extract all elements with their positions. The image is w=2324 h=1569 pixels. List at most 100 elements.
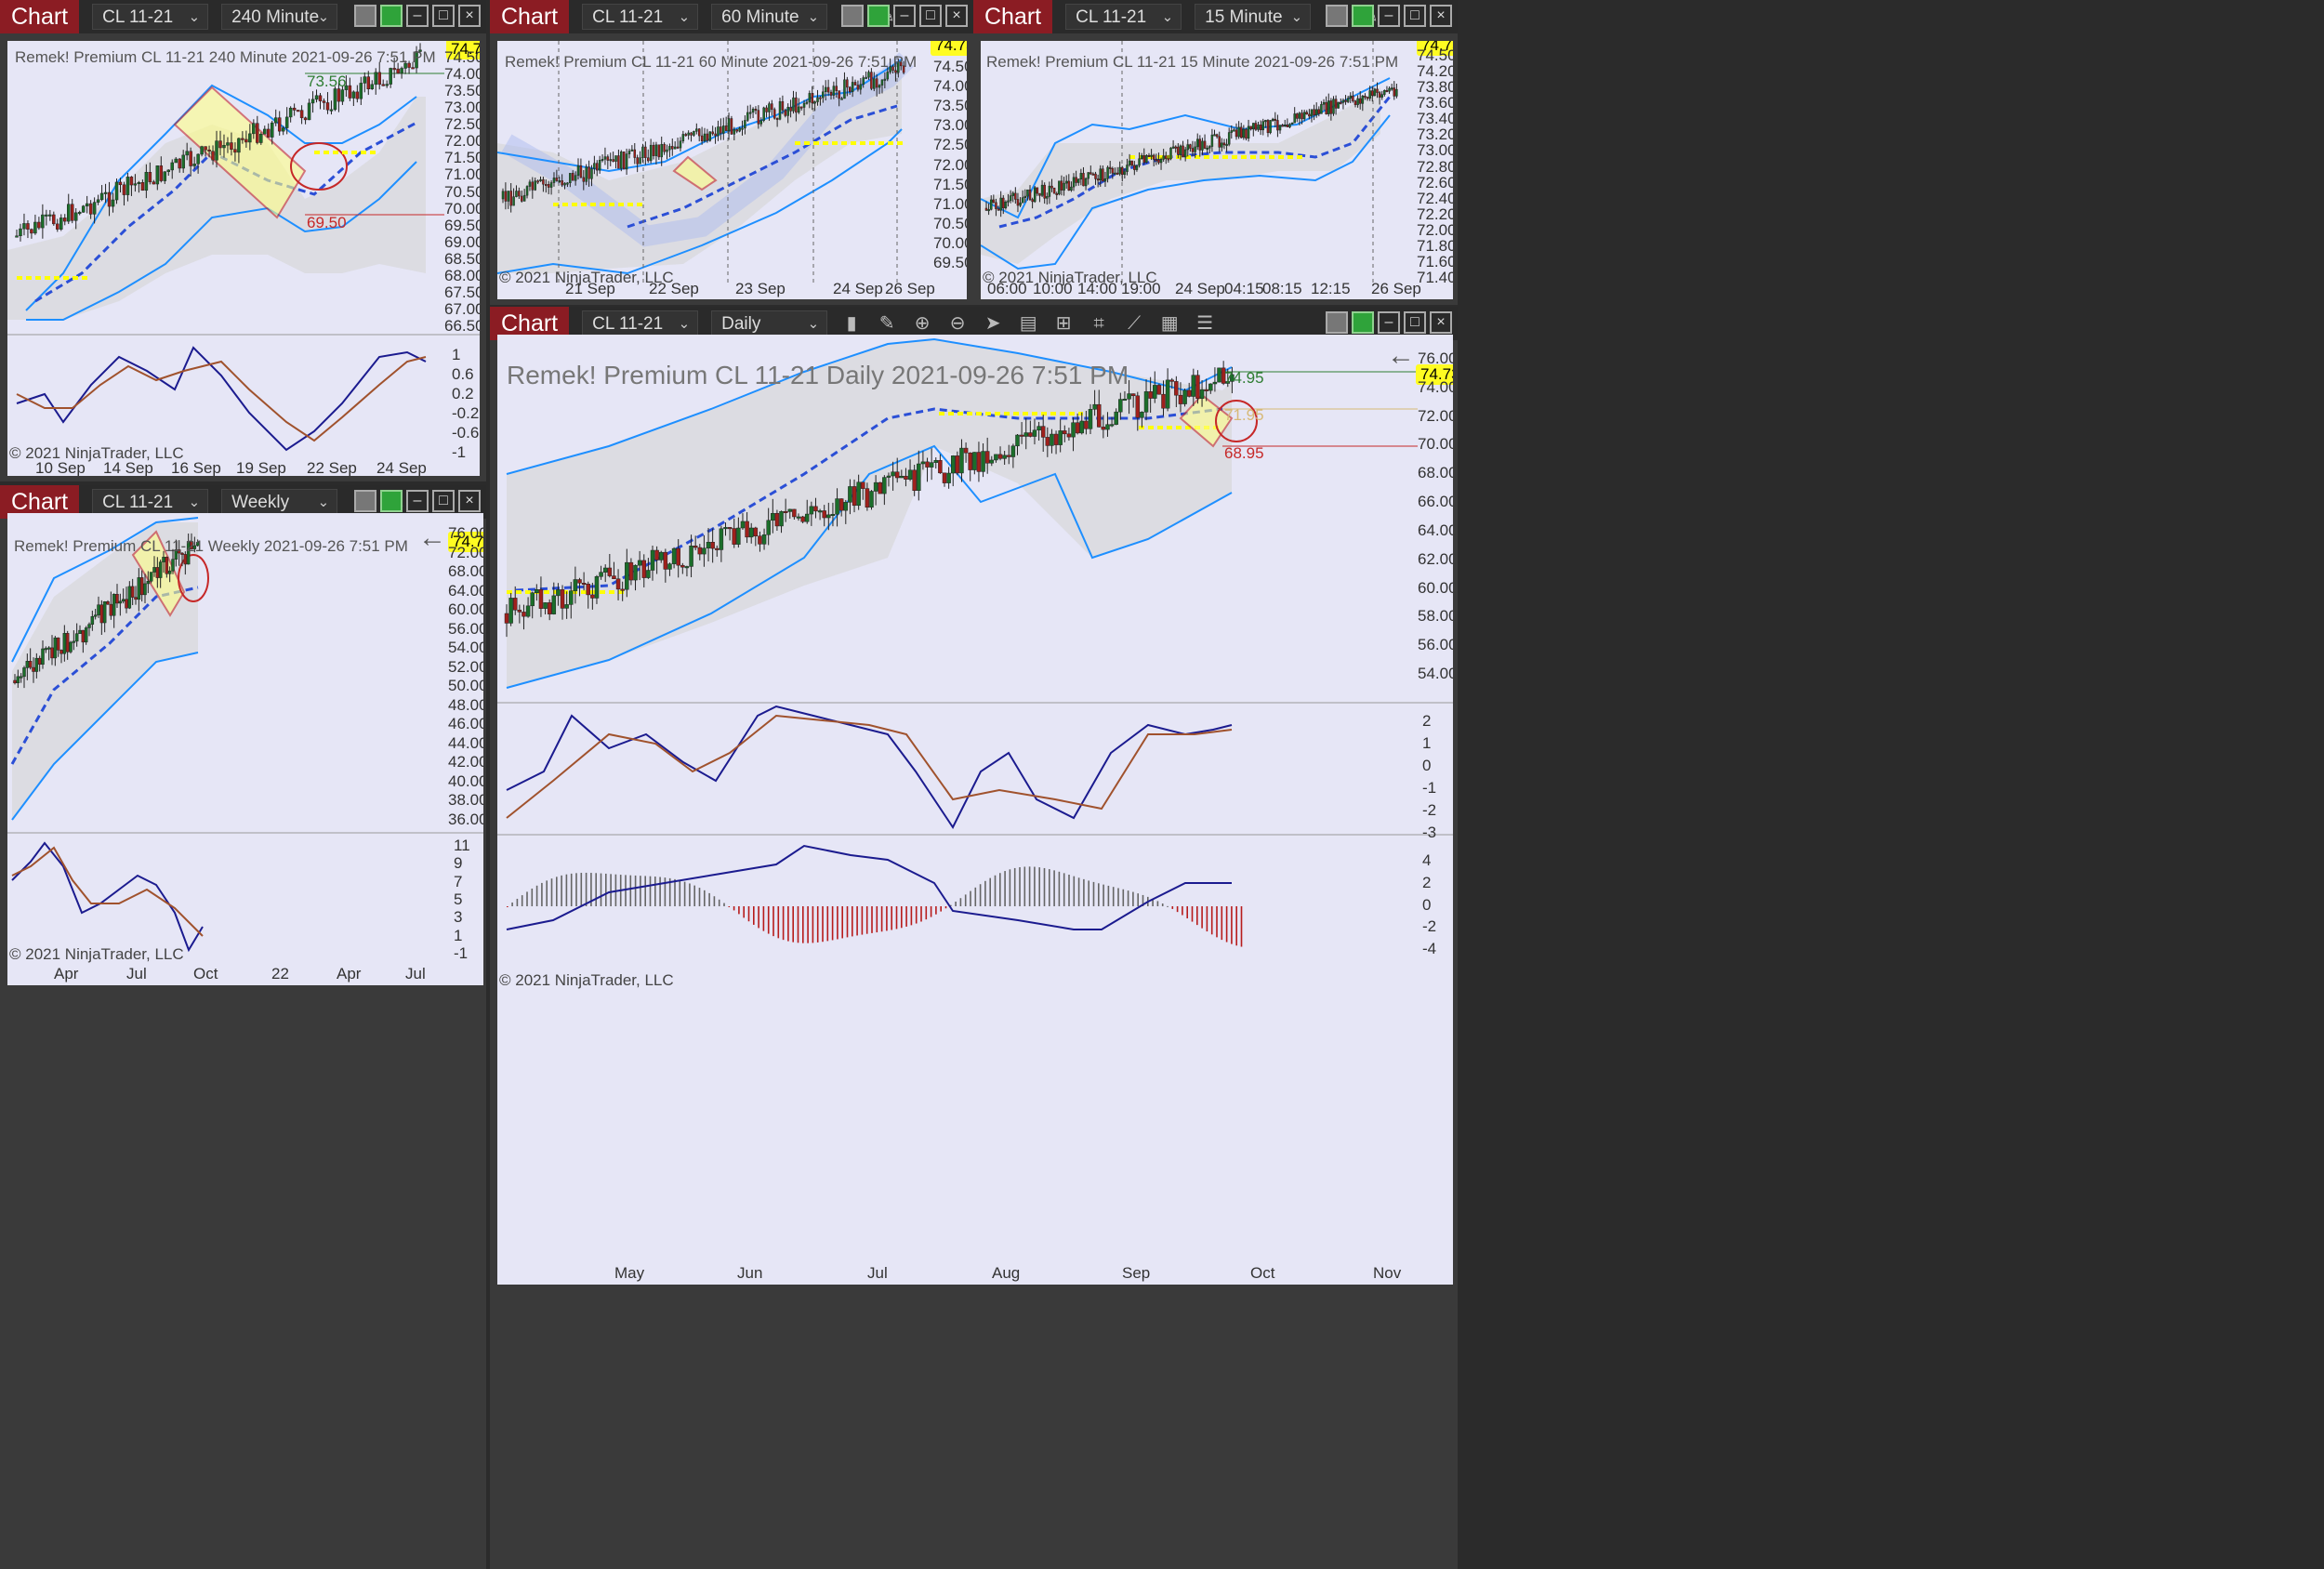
- candle-body: [719, 528, 724, 550]
- period-selector[interactable]: Daily ⌄: [711, 310, 828, 336]
- price-tick-label: 46.00: [448, 715, 483, 733]
- minimize-button[interactable]: –: [406, 5, 429, 27]
- strategies-icon[interactable]: ⌗: [1093, 313, 1104, 334]
- maximize-button[interactable]: □: [919, 5, 942, 27]
- maximize-button[interactable]: □: [1404, 5, 1426, 27]
- price-chart-svg: [7, 513, 483, 985]
- candle-body: [654, 549, 659, 560]
- link-button[interactable]: [354, 5, 376, 27]
- instrument-selector[interactable]: CL 11-21 ⌄: [582, 4, 699, 30]
- instrument-selector[interactable]: CL 11-21 ⌄: [1065, 4, 1182, 30]
- link-color-button[interactable]: [380, 5, 403, 27]
- chart-tab-label[interactable]: Chart: [490, 0, 570, 33]
- histogram-bar: [1216, 906, 1218, 938]
- instrument-selector[interactable]: CL 11-21 ⌄: [582, 310, 699, 336]
- minimize-button[interactable]: –: [1378, 5, 1400, 27]
- candle-body: [1075, 422, 1080, 434]
- candle-body: [310, 99, 315, 104]
- link-color-button[interactable]: [1352, 5, 1374, 27]
- pointer-icon[interactable]: ➤: [984, 313, 1001, 334]
- maximize-button[interactable]: □: [1404, 311, 1426, 334]
- trend-icon[interactable]: ⟋: [1128, 313, 1142, 334]
- minimize-button[interactable]: –: [406, 490, 429, 512]
- chart-pane-15min[interactable]: Remek! Premium CL 11-21 15 Minute 2021-0…: [981, 41, 1453, 299]
- price-tick-label: 54.00: [1418, 665, 1453, 682]
- zoom-out-icon[interactable]: ⊖: [949, 313, 966, 334]
- histogram-bar: [915, 906, 918, 924]
- chart-tab-label[interactable]: Chart: [973, 0, 1053, 33]
- oscillator-tick-label: 1: [452, 346, 461, 363]
- pencil-icon[interactable]: ✎: [878, 313, 895, 334]
- back-arrow-icon[interactable]: ←: [418, 522, 446, 553]
- candle-body: [72, 640, 76, 643]
- close-button[interactable]: ×: [945, 5, 968, 27]
- close-button[interactable]: ×: [458, 5, 481, 27]
- candle-body: [78, 629, 82, 634]
- oscillator-tick-label: 2: [1422, 712, 1432, 730]
- minimize-button[interactable]: –: [893, 5, 916, 27]
- candle-body: [894, 70, 897, 73]
- indicators-icon[interactable]: ⊞: [1055, 313, 1072, 334]
- candle-body: [1016, 199, 1020, 206]
- candle-body: [741, 127, 744, 130]
- bar-style-icon[interactable]: ▮: [846, 313, 857, 334]
- time-tick-label: 21 Sep: [565, 280, 615, 297]
- link-color-button[interactable]: [867, 5, 890, 27]
- candle-body: [673, 146, 677, 150]
- chart-pane-weekly[interactable]: Remek! Premium CL 11-21 Weekly 2021-09-2…: [7, 513, 483, 985]
- period-selector[interactable]: 60 Minute ⌄: [711, 4, 828, 30]
- instrument-selector[interactable]: CL 11-21 ⌄: [92, 4, 209, 30]
- instrument-selector[interactable]: CL 11-21 ⌄: [92, 489, 209, 515]
- maximize-button[interactable]: □: [432, 5, 455, 27]
- price-tick-label: 60.00: [448, 600, 483, 619]
- close-button[interactable]: ×: [1430, 311, 1452, 334]
- close-button[interactable]: ×: [458, 490, 481, 512]
- candle-body: [1233, 129, 1235, 132]
- candle-body: [639, 157, 641, 165]
- histogram-bar: [812, 906, 814, 943]
- candle-body: [792, 508, 797, 518]
- link-color-button[interactable]: [1352, 311, 1374, 334]
- candle-body: [1235, 129, 1238, 138]
- candle-body: [1183, 149, 1187, 158]
- candle-body: [1064, 180, 1068, 184]
- chart-tab-label[interactable]: Chart: [0, 0, 80, 33]
- candles-60: [501, 58, 905, 213]
- calculator-icon[interactable]: ▦: [1160, 313, 1179, 334]
- histogram-bar: [807, 906, 809, 943]
- link-button[interactable]: [1326, 311, 1348, 334]
- close-button[interactable]: ×: [1430, 5, 1452, 27]
- period-selector[interactable]: 15 Minute ⌄: [1195, 4, 1312, 30]
- candle-body: [995, 202, 997, 209]
- candle-body: [1237, 126, 1240, 138]
- properties-icon[interactable]: ▤: [1019, 313, 1037, 334]
- candle-body: [816, 97, 819, 102]
- candle-body: [1101, 427, 1106, 430]
- candle-body: [706, 541, 711, 548]
- period-selector[interactable]: 240 Minute ⌄: [221, 4, 338, 30]
- chart-pane-240min[interactable]: Remek! Premium CL 11-21 240 Minute 2021-…: [7, 41, 480, 476]
- candle-body: [1201, 140, 1204, 151]
- link-button[interactable]: [1326, 5, 1348, 27]
- maximize-button[interactable]: □: [432, 490, 455, 512]
- candle-body: [1148, 391, 1153, 399]
- minimize-button[interactable]: –: [1378, 311, 1400, 334]
- list-icon[interactable]: ☰: [1196, 313, 1214, 334]
- candle-body: [133, 183, 138, 186]
- chart-pane-60min[interactable]: Remek! Premium CL 11-21 60 Minute 2021-0…: [497, 41, 967, 299]
- candle-body: [392, 68, 396, 71]
- link-button[interactable]: [354, 490, 376, 512]
- zoom-in-icon[interactable]: ⊕: [914, 313, 931, 334]
- link-button[interactable]: [841, 5, 864, 27]
- chart-pane-daily[interactable]: Remek! Premium CL 11-21 Daily 2021-09-26…: [497, 335, 1453, 1285]
- candle-body: [1317, 109, 1321, 114]
- back-arrow-icon[interactable]: ←: [1387, 340, 1415, 371]
- candle-body: [1390, 87, 1393, 90]
- candle-body: [787, 508, 793, 512]
- candle-body: [671, 547, 677, 564]
- candle-body: [735, 129, 738, 132]
- link-color-button[interactable]: [380, 490, 403, 512]
- oscillator-tick-label: -3: [1422, 824, 1437, 841]
- period-selector[interactable]: Weekly ⌄: [221, 489, 338, 515]
- candle-body: [111, 199, 115, 207]
